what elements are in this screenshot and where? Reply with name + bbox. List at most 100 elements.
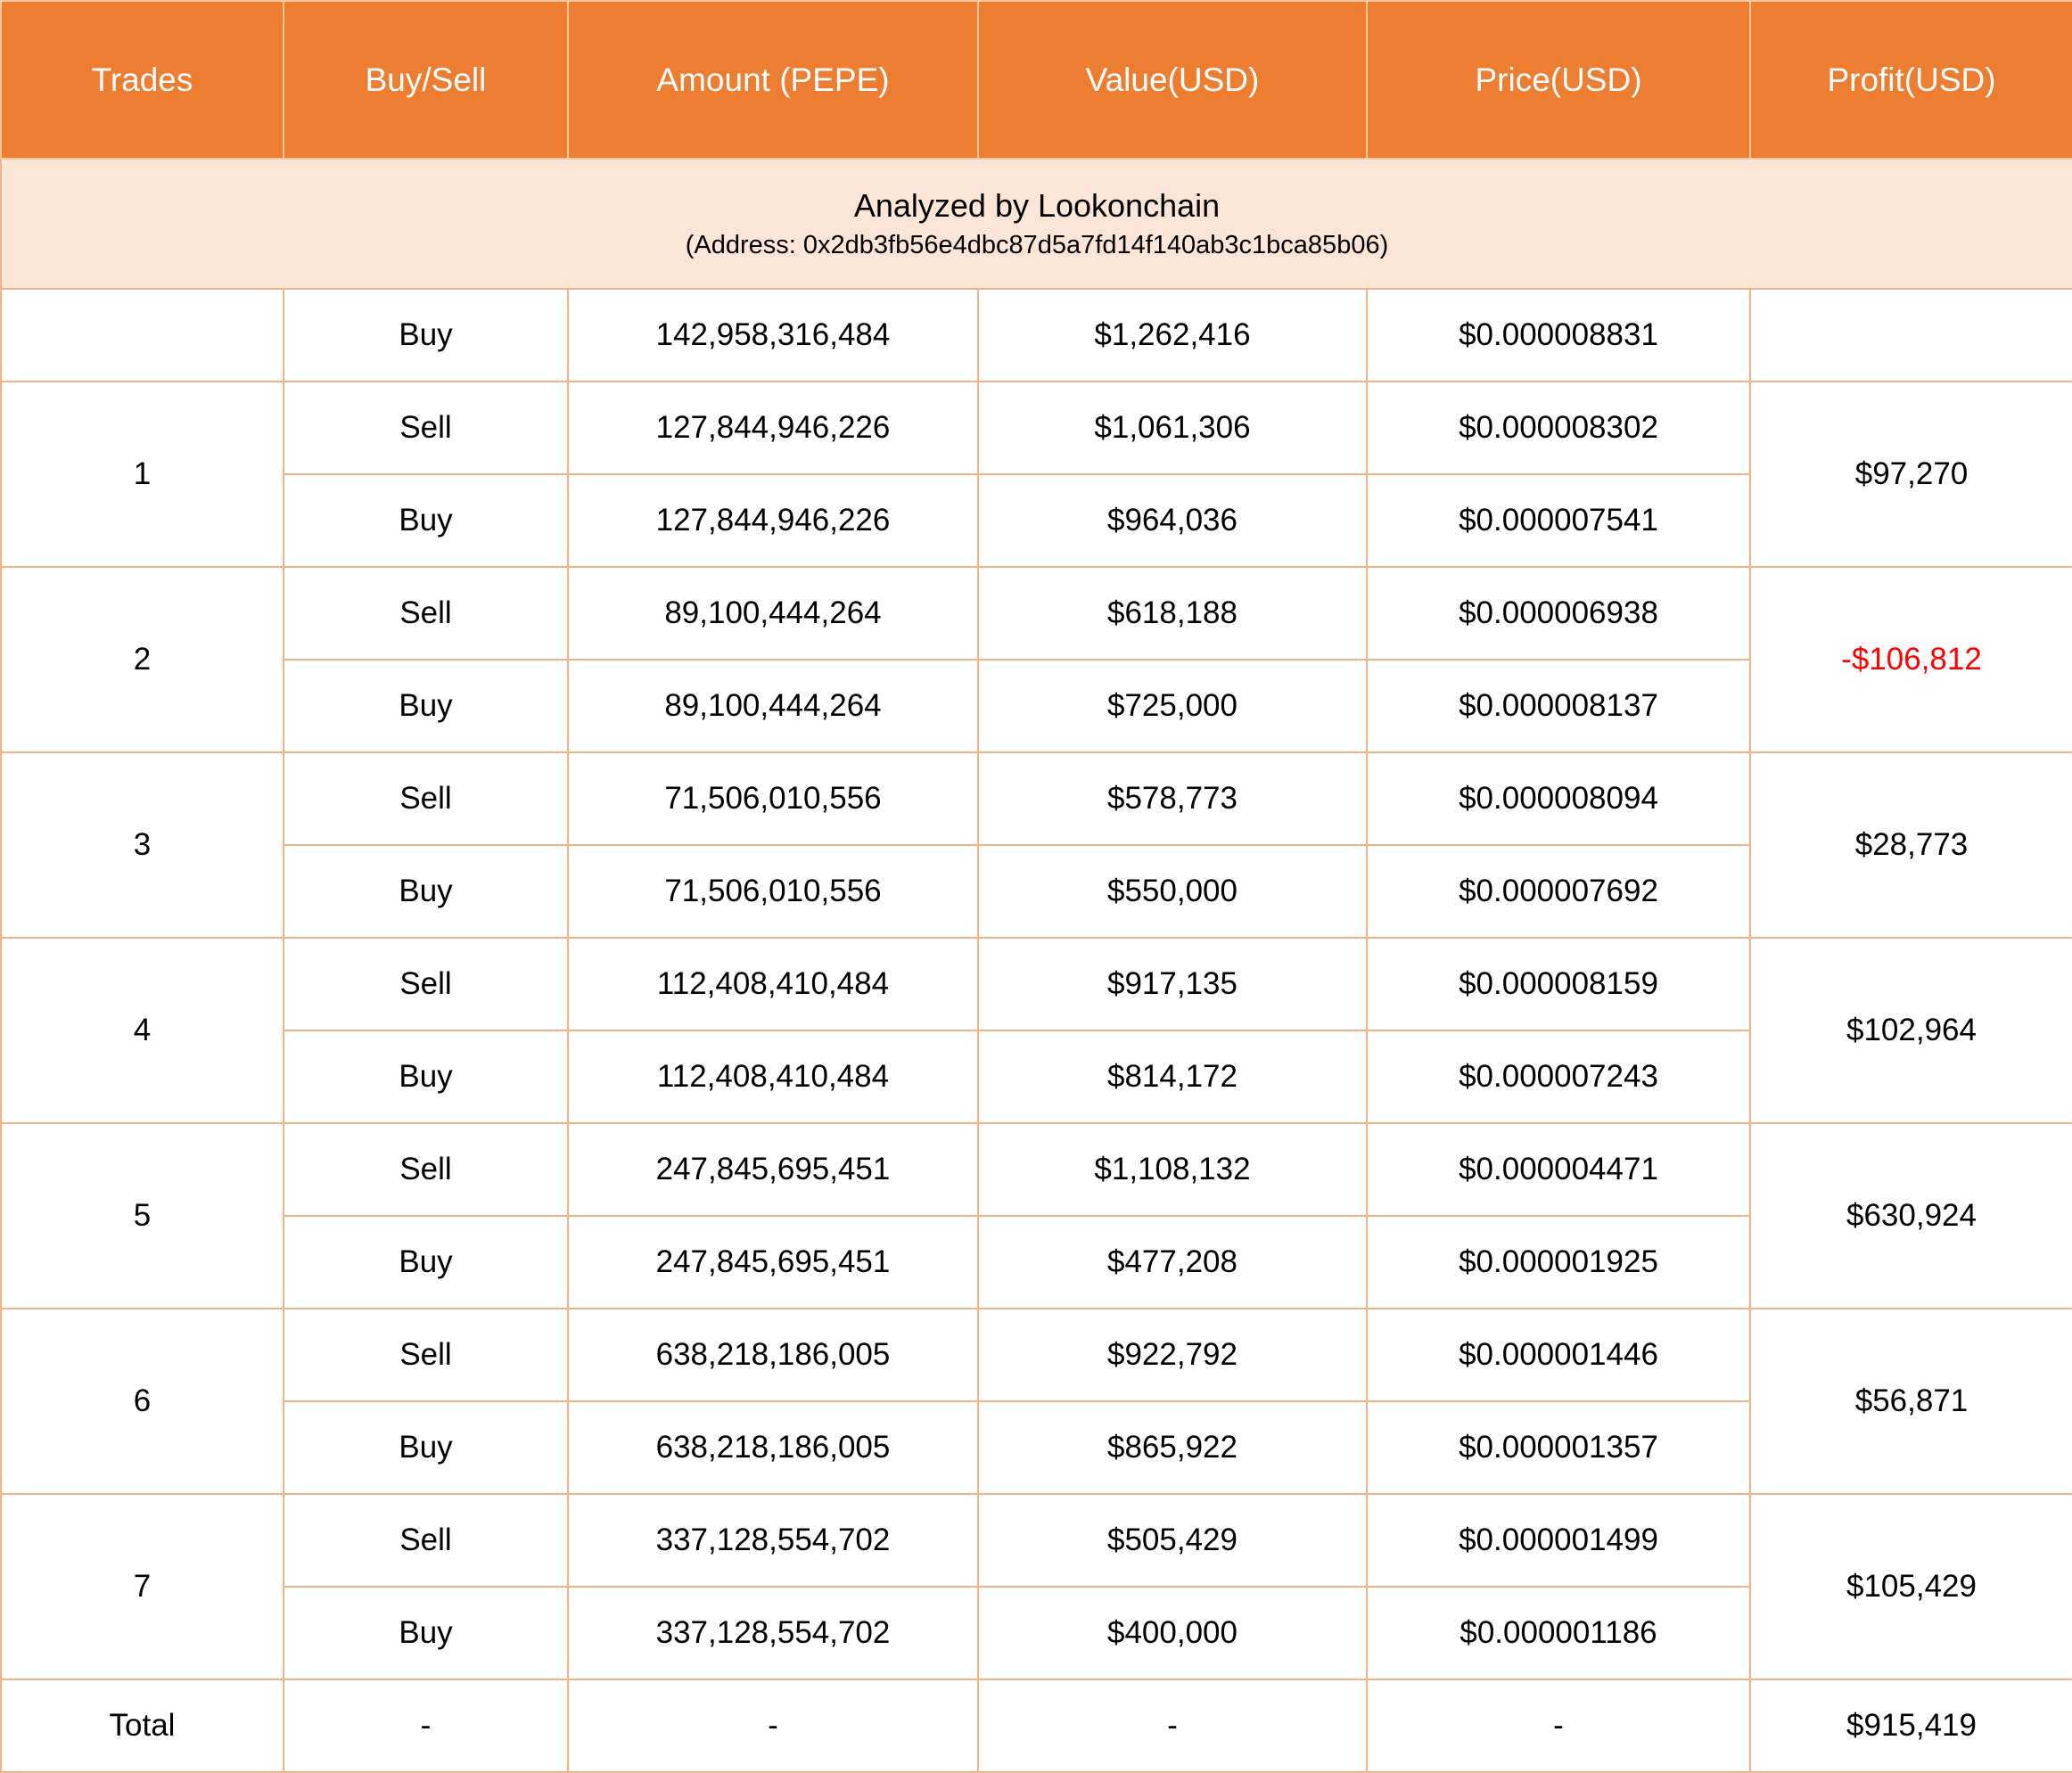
table-row-trade-3-sell: 3 Sell 71,506,010,556 $578,773 $0.000008094 $…	[0, 751, 2072, 939]
col-header-profit: Profit(USD)	[1749, 0, 2072, 160]
col-header-buy-sell: Buy/Sell	[283, 0, 569, 160]
amount-cell: 142,958,316,484	[567, 288, 979, 382]
side-cell: Buy	[283, 1215, 569, 1309]
value-cell: $1,061,306	[977, 381, 1368, 475]
profit-cell: $56,871	[1749, 1308, 2072, 1495]
table-body: Analyzed by Lookonchain (Address: 0x2db3…	[0, 158, 2072, 1773]
amount-cell: 71,506,010,556	[567, 844, 979, 939]
table-row-trade-3-buy: Buy 71,506,010,556 $550,000 $0.000007692	[1, 844, 2072, 939]
profit-cell: $97,270	[1749, 381, 2072, 568]
value-cell: $865,922	[977, 1400, 1368, 1495]
total-profit-cell: $915,419	[1749, 1679, 2072, 1773]
value-cell: $725,000	[977, 659, 1368, 753]
table-row-trade-4-sell: 4 Sell 112,408,410,484 $917,135 $0.000008159…	[0, 937, 2072, 1124]
price-cell: $0.000008159	[1366, 937, 1751, 1031]
total-label-cell: Total	[0, 1679, 284, 1773]
side-cell: Sell	[283, 566, 569, 661]
side-cell: Buy	[283, 1030, 569, 1124]
side-cell: Sell	[283, 937, 569, 1031]
amount-cell: 112,408,410,484	[567, 937, 979, 1031]
banner-cell: Analyzed by Lookonchain (Address: 0x2db3…	[0, 158, 2072, 290]
table-row-trade-2-buy: Buy 89,100,444,264 $725,000 $0.000008137	[1, 659, 2072, 753]
side-cell: Sell	[283, 751, 569, 846]
value-cell: $917,135	[977, 937, 1368, 1031]
profit-cell: $28,773	[1749, 751, 2072, 939]
price-cell: $0.000001925	[1366, 1215, 1751, 1309]
table-row-trade-6-sell: 6 Sell 638,218,186,005 $922,792 $0.000001446…	[0, 1308, 2072, 1495]
table-row-trade-5-buy: Buy 247,845,695,451 $477,208 $0.000001925	[1, 1215, 2072, 1309]
table-row-initial: Buy 142,958,316,484 $1,262,416 $0.000008831	[0, 288, 2072, 382]
price-cell: $0.000001446	[1366, 1308, 1751, 1402]
amount-cell: 337,128,554,702	[567, 1493, 979, 1588]
value-cell: $1,262,416	[977, 288, 1368, 382]
banner-row: Analyzed by Lookonchain (Address: 0x2db3…	[0, 158, 2072, 290]
trade-number-cell: 5	[0, 1122, 284, 1309]
amount-cell: 71,506,010,556	[567, 751, 979, 846]
side-cell: Sell	[283, 381, 569, 475]
table-row-total: Total - - - - $915,419	[0, 1679, 2072, 1773]
side-cell: Buy	[283, 473, 569, 568]
banner-title: Analyzed by Lookonchain	[853, 187, 1221, 224]
amount-cell: 127,844,946,226	[567, 473, 979, 568]
value-cell: $814,172	[977, 1030, 1368, 1124]
price-cell: $0.000004471	[1366, 1122, 1751, 1217]
table-row-trade-6-buy: Buy 638,218,186,005 $865,922 $0.000001357	[1, 1400, 2072, 1495]
col-header-value: Value(USD)	[977, 0, 1368, 160]
price-cell: $0.000007541	[1366, 473, 1751, 568]
col-header-trades: Trades	[0, 0, 284, 160]
col-header-amount: Amount (PEPE)	[567, 0, 979, 160]
table-row-trade-7-sell: 7 Sell 337,128,554,702 $505,429 $0.000001499…	[0, 1493, 2072, 1680]
value-cell: $477,208	[977, 1215, 1368, 1309]
table-row-trade-7-buy: Buy 337,128,554,702 $400,000 $0.000001186	[1, 1586, 2072, 1680]
table-row-trade-4-buy: Buy 112,408,410,484 $814,172 $0.000007243	[1, 1030, 2072, 1124]
total-amount-cell: -	[567, 1679, 979, 1773]
table-row-trade-5-sell: 5 Sell 247,845,695,451 $1,108,132 $0.0000044…	[0, 1122, 2072, 1309]
table-row-trade-1-buy: Buy 127,844,946,226 $964,036 $0.000007541	[1, 473, 2072, 568]
side-cell: Buy	[283, 844, 569, 939]
profit-cell: $105,429	[1749, 1493, 2072, 1680]
side-cell: Sell	[283, 1308, 569, 1402]
header-row: Trades Buy/Sell Amount (PEPE) Value(USD)…	[0, 0, 2072, 160]
profit-cell: -$106,812	[1749, 566, 2072, 753]
price-cell: $0.000008302	[1366, 381, 1751, 475]
profit-cell: $630,924	[1749, 1122, 2072, 1309]
value-cell: $578,773	[977, 751, 1368, 846]
amount-cell: 112,408,410,484	[567, 1030, 979, 1124]
value-cell: $505,429	[977, 1493, 1368, 1588]
price-cell: $0.000001186	[1366, 1586, 1751, 1680]
banner-address: (Address: 0x2db3fb56e4dbc87d5a7fd14f140a…	[685, 231, 1389, 260]
price-cell: $0.000006938	[1366, 566, 1751, 661]
price-cell: $0.000007243	[1366, 1030, 1751, 1124]
total-side-cell: -	[283, 1679, 569, 1773]
price-cell: $0.000008137	[1366, 659, 1751, 753]
price-cell: $0.000001499	[1366, 1493, 1751, 1588]
value-cell: $618,188	[977, 566, 1368, 661]
total-price-cell: -	[1366, 1679, 1751, 1773]
amount-cell: 247,845,695,451	[567, 1215, 979, 1309]
value-cell: $550,000	[977, 844, 1368, 939]
price-cell: $0.000001357	[1366, 1400, 1751, 1495]
trade-number-cell	[0, 288, 284, 382]
side-cell: Buy	[283, 659, 569, 753]
trade-number-cell: 7	[0, 1493, 284, 1680]
price-cell: $0.000007692	[1366, 844, 1751, 939]
trade-number-cell: 3	[0, 751, 284, 939]
amount-cell: 247,845,695,451	[567, 1122, 979, 1217]
trade-number-cell: 4	[0, 937, 284, 1124]
profit-cell	[1749, 288, 2072, 382]
side-cell: Buy	[283, 1586, 569, 1680]
side-cell: Buy	[283, 288, 569, 382]
trade-number-cell: 1	[0, 381, 284, 568]
side-cell: Sell	[283, 1493, 569, 1588]
table-row-trade-2-sell: 2 Sell 89,100,444,264 $618,188 $0.000006938-…	[0, 566, 2072, 753]
table-row-trade-1-sell: 1 Sell 127,844,946,226 $1,061,306 $0.0000083…	[0, 381, 2072, 568]
total-value-cell: -	[977, 1679, 1368, 1773]
trade-number-cell: 6	[0, 1308, 284, 1495]
value-cell: $400,000	[977, 1586, 1368, 1680]
trade-number-cell: 2	[0, 566, 284, 753]
profit-cell: $102,964	[1749, 937, 2072, 1124]
price-cell: $0.000008831	[1366, 288, 1751, 382]
col-header-price: Price(USD)	[1366, 0, 1751, 160]
value-cell: $922,792	[977, 1308, 1368, 1402]
amount-cell: 337,128,554,702	[567, 1586, 979, 1680]
